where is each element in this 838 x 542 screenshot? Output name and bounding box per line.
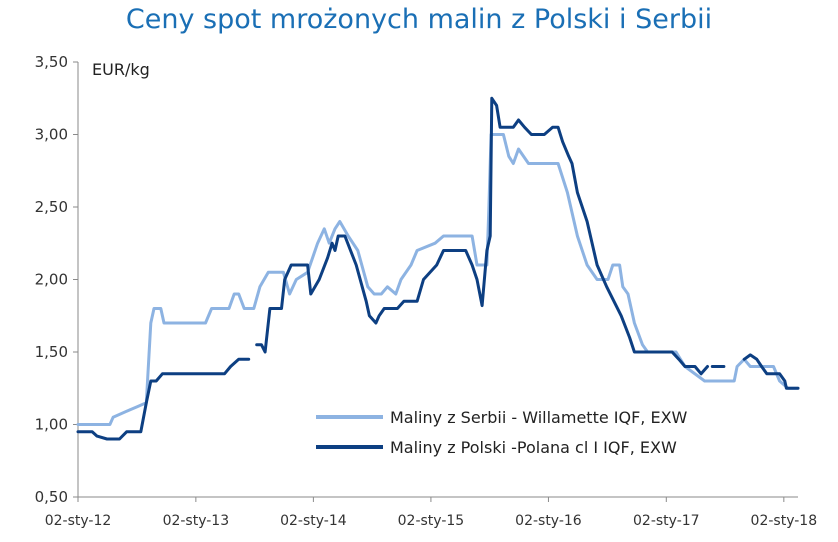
y-tick-label: 0,50 <box>35 488 68 506</box>
x-tick-label: 02-sty-17 <box>633 513 700 529</box>
series-line-2 <box>76 357 251 441</box>
x-tick-label: 02-sty-12 <box>45 513 112 529</box>
y-tick-label: 2,50 <box>35 198 68 216</box>
legend-label-2: Maliny z Polski -Polana cl I IQF, EXW <box>390 438 677 457</box>
y-tick-labels: 0,50 1,00 1,50 2,00 2,50 3,00 3,50 <box>35 53 78 506</box>
chart-title: Ceny spot mrożonych malin z Polski i Ser… <box>125 4 713 35</box>
x-tick-label: 02-sty-18 <box>751 513 818 529</box>
legend: Maliny z Serbii - Willamette IQF, EXW Mal… <box>316 408 688 457</box>
y-tick-label: 1,00 <box>35 416 68 434</box>
legend-label-1: Maliny z Serbii - Willamette IQF, EXW <box>390 408 688 427</box>
series-line-2 <box>255 96 709 376</box>
axes <box>77 62 798 498</box>
x-tick-labels: 02-sty-12 02-sty-13 02-sty-14 02-sty-15 02-s… <box>45 497 817 529</box>
y-tick-label: 1,50 <box>35 343 68 361</box>
x-tick-label: 02-sty-15 <box>398 513 465 529</box>
x-tick-label: 02-sty-16 <box>515 513 582 529</box>
x-tick-label: 02-sty-13 <box>163 513 230 529</box>
y-axis-unit-label: EUR/kg <box>92 60 150 79</box>
y-tick-label: 3,50 <box>35 53 68 71</box>
x-tick-label: 02-sty-14 <box>280 513 347 529</box>
series-line-1 <box>76 133 800 426</box>
y-tick-label: 3,00 <box>35 126 68 144</box>
series-lines <box>76 96 800 441</box>
y-tick-label: 2,00 <box>35 271 68 289</box>
series-line-2 <box>742 353 800 390</box>
